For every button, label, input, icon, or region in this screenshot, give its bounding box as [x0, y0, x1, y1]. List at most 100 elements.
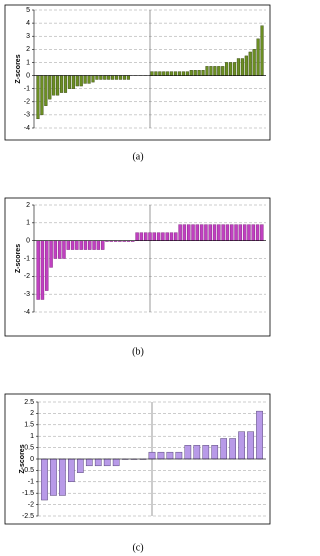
- bar: [49, 240, 53, 268]
- y-axis-label: Z-scores: [15, 244, 22, 273]
- bar: [221, 66, 225, 76]
- bar: [256, 410, 263, 460]
- bar: [107, 75, 111, 80]
- bar: [83, 75, 87, 84]
- bar: [40, 75, 44, 116]
- bar: [248, 51, 252, 76]
- bar: [225, 224, 230, 241]
- bar: [75, 240, 79, 250]
- bar: [87, 75, 91, 84]
- bar: [56, 75, 60, 96]
- panel-border: [4, 197, 271, 337]
- bar: [53, 240, 58, 259]
- bar: [148, 232, 152, 241]
- bar: [220, 438, 228, 460]
- bar: [212, 224, 217, 241]
- bar: [217, 224, 221, 241]
- bar: [156, 232, 161, 241]
- y-tick-label: -1: [24, 86, 30, 93]
- y-tick-label: 4: [26, 20, 30, 27]
- bar: [79, 75, 83, 87]
- bar: [152, 232, 157, 241]
- bar: [236, 58, 241, 76]
- bar: [229, 438, 236, 460]
- y-tick-label: 2.5: [24, 399, 34, 406]
- bar: [208, 224, 212, 241]
- bar: [122, 75, 127, 80]
- caption: (b): [132, 346, 144, 357]
- bar: [91, 75, 95, 83]
- y-tick-label: 0: [30, 456, 34, 463]
- bar: [205, 66, 209, 76]
- bar: [59, 75, 64, 93]
- bar: [251, 224, 255, 241]
- bar: [193, 445, 201, 460]
- bar: [36, 75, 40, 120]
- bar: [59, 458, 66, 496]
- bar: [66, 240, 70, 250]
- bar: [115, 75, 119, 80]
- bar: [139, 232, 144, 241]
- bar: [57, 240, 62, 259]
- y-tick-label: -4: [24, 125, 30, 132]
- bar: [154, 71, 158, 76]
- y-tick-label: -1: [24, 255, 30, 262]
- bar: [238, 224, 243, 241]
- y-axis-label: Z-scores: [19, 444, 26, 473]
- bar: [255, 224, 260, 241]
- y-tick-label: -3: [24, 291, 30, 298]
- bar: [204, 224, 208, 241]
- bar: [48, 75, 52, 100]
- bar: [40, 240, 45, 300]
- bar: [50, 458, 57, 496]
- y-tick-label: 5: [26, 7, 30, 14]
- bar: [193, 70, 197, 76]
- y-tick-label: -2: [24, 99, 30, 106]
- bar: [150, 71, 154, 76]
- bar: [178, 224, 182, 241]
- bar: [247, 431, 254, 460]
- bar: [88, 240, 92, 250]
- y-tick-label: -0.5: [22, 467, 34, 474]
- bar: [143, 232, 148, 241]
- bar: [71, 75, 75, 89]
- bar: [126, 75, 130, 80]
- bar: [175, 451, 183, 460]
- bar: [244, 55, 248, 76]
- bar: [148, 451, 156, 460]
- bar: [96, 240, 101, 250]
- bar: [260, 25, 264, 76]
- bar: [95, 75, 99, 80]
- bar: [92, 240, 96, 250]
- bar: [165, 232, 169, 241]
- bar: [197, 70, 201, 76]
- y-tick-label: -1: [28, 479, 34, 486]
- y-tick-label: 1: [30, 433, 34, 440]
- figure: -4 -3 -2 -1 0 1 2 3 4 5 Z-scores (a) -4 -3 -2 -1 0 1 2 Z-sc…: [4, 4, 271, 553]
- bar: [166, 71, 170, 76]
- bar: [189, 70, 193, 76]
- y-tick-label: -2: [24, 273, 30, 280]
- y-tick-label: 1: [26, 220, 30, 227]
- bar: [181, 71, 185, 76]
- bar: [195, 224, 200, 241]
- bar: [199, 224, 204, 241]
- bar: [166, 451, 174, 460]
- bar: [70, 240, 75, 250]
- bar: [170, 71, 174, 76]
- bar: [118, 75, 123, 80]
- bar: [41, 458, 48, 501]
- y-tick-label: -4: [24, 309, 30, 316]
- y-tick-label: -3: [24, 112, 30, 119]
- bar: [100, 240, 105, 250]
- panel-border: [4, 393, 271, 525]
- bar: [240, 58, 244, 76]
- bar: [111, 75, 115, 80]
- y-tick-label: -1.5: [22, 490, 34, 497]
- bar: [79, 240, 83, 250]
- bar: [252, 49, 256, 76]
- bar: [169, 232, 174, 241]
- bar: [44, 75, 48, 106]
- bar: [211, 445, 219, 460]
- bar: [103, 75, 107, 80]
